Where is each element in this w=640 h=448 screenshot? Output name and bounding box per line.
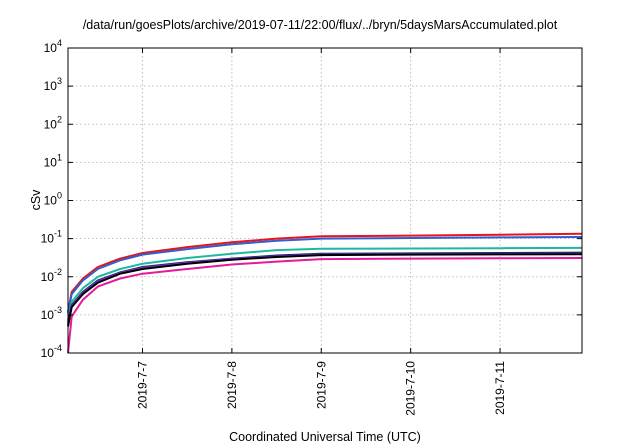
y-tick-label: 100 bbox=[44, 191, 62, 208]
x-axis-label: Coordinated Universal Time (UTC) bbox=[229, 430, 421, 444]
series-line-3 bbox=[67, 246, 583, 321]
series-line-2 bbox=[67, 236, 583, 314]
y-tick-label: 10-2 bbox=[41, 267, 62, 284]
x-tick-label: 2019-7-11 bbox=[493, 361, 507, 415]
y-tick-label: 101 bbox=[44, 152, 62, 169]
y-tick-labels: 10-4 10-3 10-2 10-1 100 101 102 103 104 bbox=[41, 38, 62, 360]
x-tick-label: 2019-7-10 bbox=[404, 361, 418, 416]
y-tick-label: 103 bbox=[44, 76, 62, 93]
y-tick-label: 10-4 bbox=[41, 343, 62, 360]
series-lines bbox=[67, 232, 583, 354]
series-line-6 bbox=[67, 253, 583, 327]
y-tick-label: 10-3 bbox=[41, 305, 62, 322]
series-line-5 bbox=[67, 252, 583, 325]
series-line-7 bbox=[67, 257, 583, 354]
x-tick-label: 2019-7-7 bbox=[135, 361, 149, 409]
x-tick-label: 2019-7-8 bbox=[225, 361, 239, 409]
plot-border bbox=[67, 47, 583, 354]
plot-frame bbox=[67, 47, 583, 354]
y-tick-label: 104 bbox=[44, 38, 62, 55]
x-tick-label: 2019-7-9 bbox=[314, 361, 328, 409]
x-tick-labels: 2019-7-7 2019-7-8 2019-7-9 2019-7-10 2019-7-… bbox=[135, 361, 507, 416]
y-tick-label: 10-1 bbox=[41, 229, 62, 246]
series-line-1 bbox=[67, 232, 583, 313]
gridlines bbox=[68, 48, 582, 353]
y-tick-label: 102 bbox=[44, 114, 62, 131]
chart-title: /data/run/goesPlots/archive/2019-07-11/2… bbox=[82, 18, 558, 32]
